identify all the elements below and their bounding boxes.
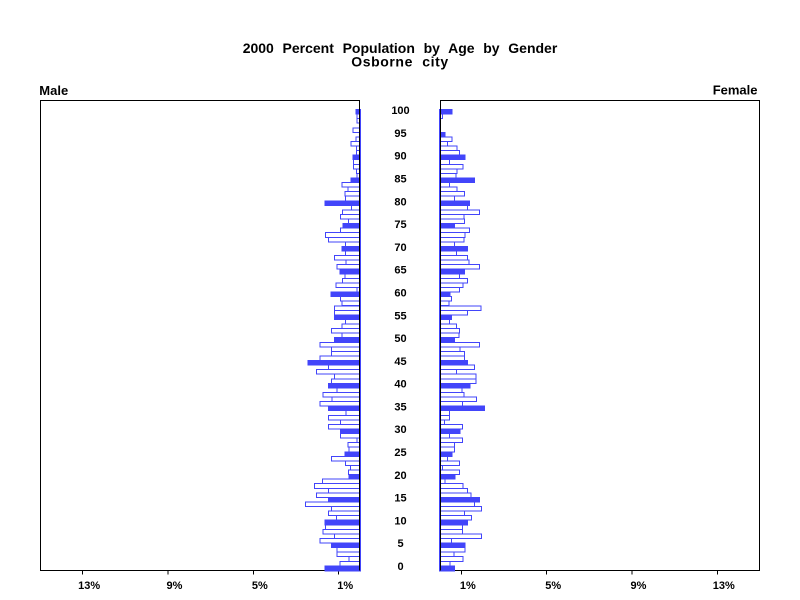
svg-text:2000 Percent Population by Age: 2000 Percent Population by Age by Gender [243, 40, 558, 56]
svg-text:5%: 5% [545, 580, 561, 592]
svg-text:5%: 5% [252, 580, 268, 592]
svg-text:9%: 9% [631, 580, 647, 592]
svg-text:70: 70 [394, 242, 406, 254]
svg-text:1%: 1% [460, 580, 476, 592]
svg-text:75: 75 [394, 219, 406, 231]
svg-text:Male: Male [39, 83, 68, 98]
svg-text:40: 40 [394, 379, 406, 391]
svg-text:Osborne city: Osborne city [351, 54, 449, 70]
svg-text:80: 80 [394, 196, 406, 208]
svg-text:45: 45 [394, 356, 406, 368]
svg-text:0: 0 [397, 561, 403, 573]
svg-text:60: 60 [394, 288, 406, 300]
svg-text:55: 55 [394, 310, 406, 322]
svg-text:13%: 13% [713, 580, 735, 592]
svg-text:95: 95 [394, 128, 406, 140]
svg-text:5: 5 [397, 538, 403, 550]
svg-text:85: 85 [394, 174, 406, 186]
svg-text:25: 25 [394, 447, 406, 459]
svg-text:13%: 13% [78, 580, 100, 592]
svg-text:100: 100 [391, 105, 409, 117]
svg-text:90: 90 [394, 151, 406, 163]
svg-text:9%: 9% [167, 580, 183, 592]
svg-text:20: 20 [394, 470, 406, 482]
svg-text:1%: 1% [337, 580, 353, 592]
svg-text:Female: Female [713, 83, 758, 98]
svg-text:35: 35 [394, 401, 406, 413]
svg-text:30: 30 [394, 424, 406, 436]
svg-text:10: 10 [394, 515, 406, 527]
svg-text:65: 65 [394, 265, 406, 277]
svg-text:15: 15 [394, 493, 406, 505]
svg-text:50: 50 [394, 333, 406, 345]
